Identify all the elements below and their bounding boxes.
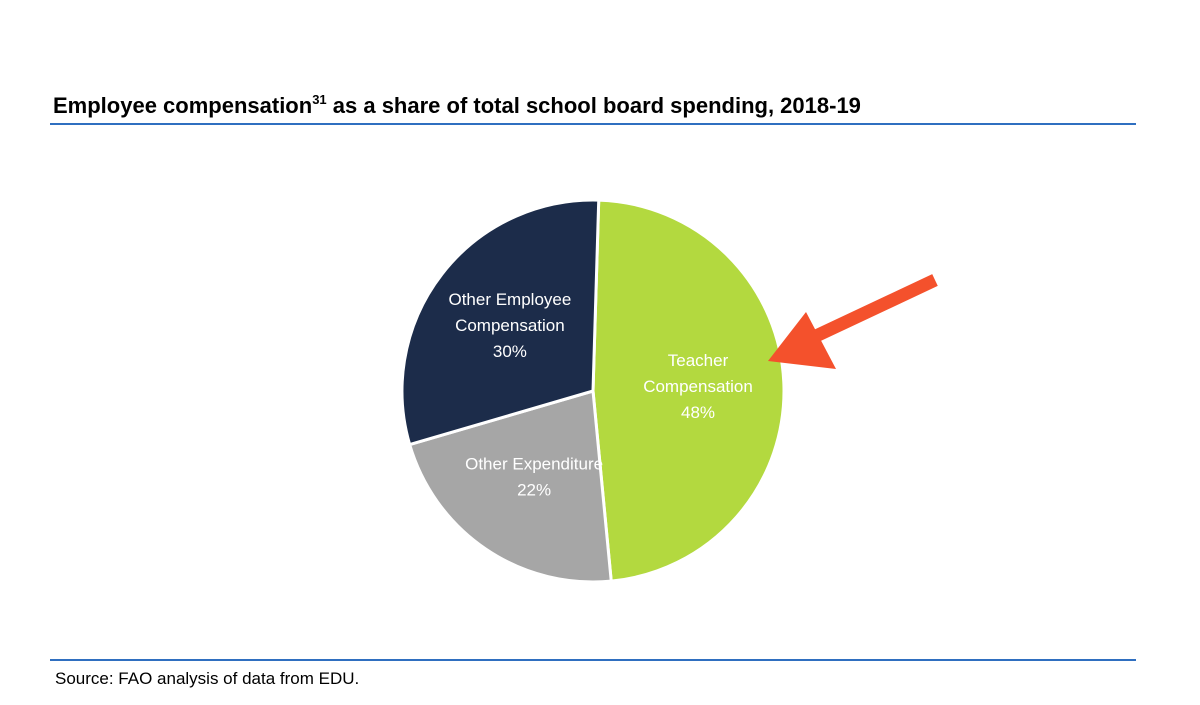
slice-value-label: 22% [517, 480, 551, 499]
chart-title: Employee compensation31 as a share of to… [53, 92, 861, 120]
source-divider [50, 659, 1136, 661]
pie-slice-teacher-compensation [591, 198, 786, 583]
slice-name-label: Compensation [643, 377, 753, 396]
chart-title-text-rest: as a share of total school board spendin… [326, 93, 861, 118]
pie-slice-other-employee-compensation [400, 198, 601, 447]
slice-label-teacher-compensation: Teacher Compensation 48% [643, 351, 753, 422]
slice-name-label: Compensation [455, 316, 565, 335]
pie-slices [400, 198, 786, 584]
chart-title-text: Employee compensation [53, 93, 313, 118]
slice-label-other-expenditure: Other Expenditure 22% [465, 454, 603, 499]
slice-label-other-employee-compensation: Other Employee Compensation 30% [448, 290, 571, 361]
slice-value-label: 30% [493, 342, 527, 361]
slice-name-label: Other Employee [448, 290, 571, 309]
pie-slice-other-expenditure [408, 389, 613, 584]
slice-value-label: 48% [681, 403, 715, 422]
slice-name-label: Other Expenditure [465, 454, 603, 473]
pie-labels: Teacher Compensation 48% Other Expenditure 2… [448, 290, 752, 499]
slice-name-label: Teacher [668, 351, 729, 370]
arrow-shaft [813, 274, 938, 342]
source-note: Source: FAO analysis of data from EDU. [55, 669, 360, 688]
annotation-arrow-icon [768, 274, 938, 369]
title-divider [50, 123, 1136, 125]
arrow-head [768, 312, 836, 369]
chart-title-footnote-ref: 31 [312, 92, 327, 107]
